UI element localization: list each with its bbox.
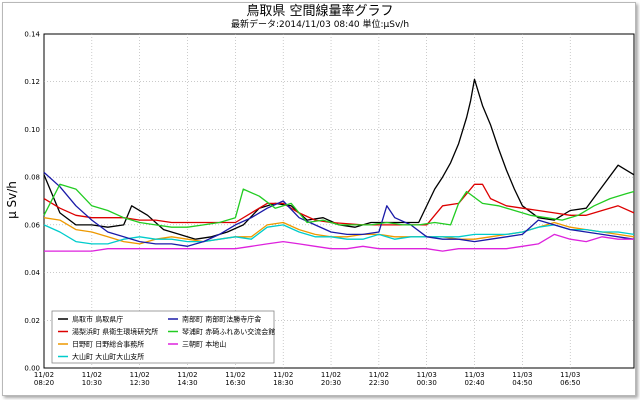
x-tick-date: 11/03 bbox=[512, 371, 532, 379]
y-tick-label: 0.08 bbox=[24, 174, 40, 182]
x-tick-time: 14:30 bbox=[177, 379, 197, 387]
legend-label: 南部町 南部町法勝寺庁舎 bbox=[182, 315, 261, 324]
x-tick-date: 11/02 bbox=[369, 371, 389, 379]
x-tick-date: 11/02 bbox=[273, 371, 293, 379]
x-tick-time: 16:30 bbox=[225, 379, 245, 387]
legend-label: 三朝町 本地山 bbox=[182, 340, 226, 349]
x-tick-time: 22:30 bbox=[369, 379, 389, 387]
series-line bbox=[43, 171, 635, 247]
x-tick-time: 12:30 bbox=[130, 379, 150, 387]
x-tick-time: 20:30 bbox=[321, 379, 341, 387]
x-tick-date: 11/02 bbox=[321, 371, 341, 379]
x-tick-date: 11/03 bbox=[417, 371, 437, 379]
chart-subtitle: 最新データ:2014/11/03 08:40 単位:μSv/h bbox=[231, 18, 409, 30]
legend-label: 日野町 日野総合事務所 bbox=[72, 340, 144, 349]
x-tick-date: 11/03 bbox=[464, 371, 484, 379]
y-tick-label: 0.04 bbox=[24, 269, 40, 277]
x-tick-time: 04:50 bbox=[512, 379, 532, 387]
y-axis-label: μ Sv/h bbox=[5, 181, 19, 219]
x-tick-date: 11/02 bbox=[225, 371, 245, 379]
x-tick-time: 00:30 bbox=[417, 379, 437, 387]
series-line bbox=[43, 183, 635, 226]
legend-label: 鳥取市 鳥取県庁 bbox=[72, 315, 123, 324]
legend-label: 琴浦町 赤碕ふれあい交流会館 bbox=[182, 327, 275, 336]
y-tick-label: 0.06 bbox=[24, 221, 40, 229]
series-line bbox=[43, 224, 635, 245]
x-tick-time: 10:30 bbox=[82, 379, 102, 387]
legend-label: 湯梨浜町 県衛生環境研究所 bbox=[72, 327, 158, 336]
x-tick-time: 18:30 bbox=[273, 379, 293, 387]
x-tick-date: 11/03 bbox=[560, 371, 580, 379]
y-tick-label: 0.00 bbox=[24, 365, 40, 373]
y-tick-label: 0.02 bbox=[24, 317, 40, 325]
chart-title: 鳥取県 空間線量率グラフ bbox=[246, 3, 393, 19]
legend-label: 大山町 大山町大山支所 bbox=[72, 352, 144, 361]
series-line bbox=[43, 183, 635, 228]
y-tick-label: 0.14 bbox=[24, 31, 40, 39]
x-tick-date: 11/02 bbox=[130, 371, 150, 379]
x-tick-time: 08:20 bbox=[34, 379, 54, 387]
y-tick-label: 0.12 bbox=[24, 78, 40, 86]
legend-box bbox=[51, 310, 275, 364]
x-tick-date: 11/02 bbox=[34, 371, 54, 379]
x-tick-time: 02:40 bbox=[464, 379, 484, 387]
x-tick-date: 11/02 bbox=[177, 371, 197, 379]
axis-ticks: 0.000.020.040.060.080.100.120.1411/0208:… bbox=[24, 31, 580, 388]
y-tick-label: 0.10 bbox=[24, 126, 40, 134]
x-tick-date: 11/02 bbox=[82, 371, 102, 379]
series-lines bbox=[43, 78, 635, 252]
series-line bbox=[44, 233, 634, 252]
x-tick-time: 06:50 bbox=[560, 379, 580, 387]
